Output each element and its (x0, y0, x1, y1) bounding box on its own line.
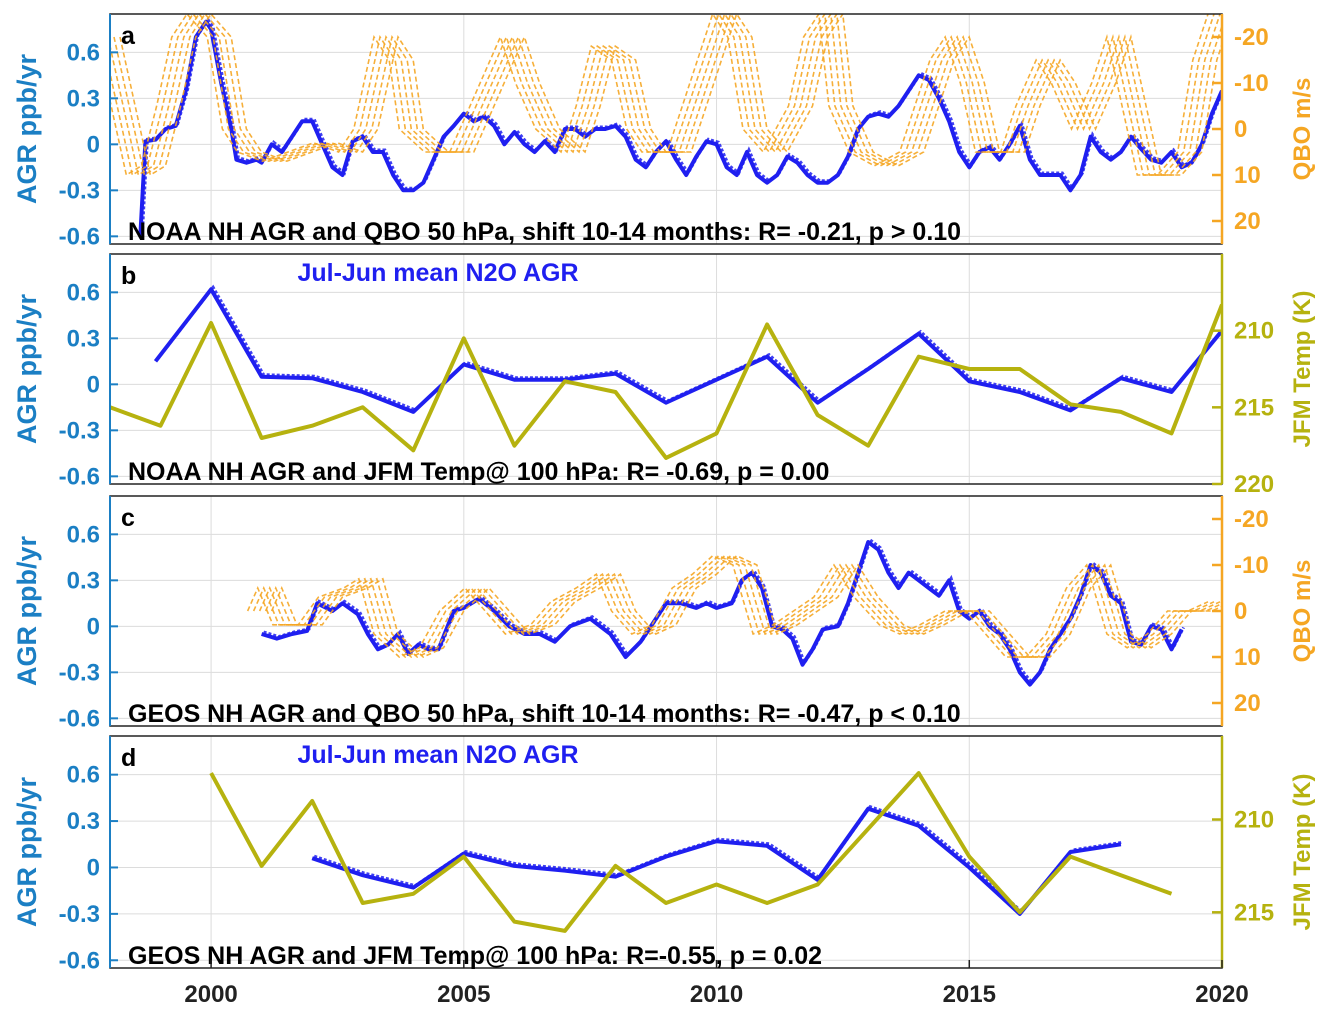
panel-label: a (121, 22, 136, 50)
left-tick-label: 0.3 (67, 567, 100, 594)
left-tick-label: -0.6 (59, 705, 100, 732)
y2-axis-label: QBO m/s (1289, 560, 1316, 663)
temp-line (110, 303, 1222, 460)
left-tick-label: 0.6 (67, 762, 100, 789)
plot-area-b (110, 284, 1222, 460)
plot-area-d (209, 771, 1173, 933)
right-tick-label: 0 (1234, 598, 1247, 625)
agr-line (153, 287, 1222, 414)
left-tick-label: 0.6 (67, 279, 100, 306)
left-tick-label: 0.3 (67, 325, 100, 352)
y-axis-label: AGR ppb/yr (12, 536, 42, 686)
left-tick-label: 0.6 (67, 39, 100, 66)
left-tick-label: -0.6 (59, 463, 100, 490)
qbo-line-5 (119, 14, 1222, 177)
x-tick-label: 2015 (943, 981, 996, 1008)
right-tick-label: 10 (1234, 644, 1261, 671)
panel-frame (109, 735, 1223, 969)
right-tick-label: 210 (1234, 318, 1274, 345)
right-tick-label: 20 (1234, 208, 1261, 235)
panel-caption: NOAA NH AGR and QBO 50 hPa, shift 10-14 … (128, 218, 961, 246)
agr-line (311, 806, 1122, 916)
agr-line-dotted (156, 284, 1222, 412)
panel-caption: GEOS NH AGR and JFM Temp@ 100 hPa: R=-0.… (128, 942, 822, 970)
panel-subtitle: Jul-Jun mean N2O AGR (297, 741, 578, 769)
panel-caption: NOAA NH AGR and JFM Temp@ 100 hPa: R= -0… (128, 458, 829, 486)
qbo-line-1 (110, 14, 1209, 177)
right-tick-label: 215 (1234, 899, 1274, 926)
panel-subtitle: Jul-Jun mean N2O AGR (297, 259, 578, 287)
left-tick-label: -0.6 (59, 223, 100, 250)
qbo-line-4 (113, 14, 1222, 177)
right-tick-label: -10 (1234, 70, 1269, 97)
x-tick-label: 2010 (690, 981, 743, 1008)
qbo-line-4 (264, 554, 1222, 658)
qbo-line-5 (270, 554, 1222, 658)
left-tick-label: -0.3 (59, 177, 100, 204)
qbo-line-3 (258, 554, 1221, 658)
y2-axis-label: QBO m/s (1289, 78, 1316, 181)
panel-frame (109, 495, 1223, 727)
right-tick-label: 20 (1234, 690, 1261, 717)
left-tick-label: 0 (87, 371, 100, 398)
right-tick-label: -20 (1234, 24, 1269, 51)
x-tick-label: 2020 (1195, 981, 1248, 1008)
panel-caption: GEOS NH AGR and QBO 50 hPa, shift 10-14 … (128, 700, 961, 728)
panel-label: b (121, 262, 136, 290)
left-tick-label: -0.3 (59, 659, 100, 686)
panels: 0.6 0.3 0 -0.3 -0.6 -20 -10 0 10 20 AGR ppb/yr QBO … (12, 13, 1316, 974)
right-tick-label: -20 (1234, 506, 1269, 533)
panel-b: 0.6 0.3 0 -0.3 -0.6 210 215 220 AGR ppb/yr JFM Te… (12, 253, 1316, 498)
panel-label: c (121, 504, 135, 532)
panel-frame (109, 13, 1223, 245)
panel-d: 0.6 0.3 0 -0.3 -0.6 210 215 AGR ppb/yr JFM Temp … (12, 735, 1316, 974)
right-tick-label: -10 (1234, 552, 1269, 579)
left-tick-label: -0.6 (59, 947, 100, 974)
temp-line (209, 771, 1173, 933)
panel-a: 0.6 0.3 0 -0.3 -0.6 -20 -10 0 10 20 AGR ppb/yr QBO … (12, 13, 1316, 250)
left-tick-label: 0.6 (67, 521, 100, 548)
panel-c: 0.6 0.3 0 -0.3 -0.6 -20 -10 0 10 20 AGR ppb/yr QBO … (12, 495, 1316, 732)
plot-area-c (246, 537, 1222, 687)
x-tick-label: 2000 (184, 981, 237, 1008)
y-axis-label: AGR ppb/yr (12, 777, 42, 927)
right-tick-label: 10 (1234, 162, 1261, 189)
right-tick-label: 215 (1234, 394, 1274, 421)
right-tick-label: 220 (1234, 471, 1274, 498)
left-tick-label: 0 (87, 613, 100, 640)
panel-frame (109, 253, 1223, 485)
left-tick-label: 0 (87, 131, 100, 158)
left-tick-label: 0.3 (67, 85, 100, 112)
agr-line (138, 19, 1222, 237)
y2-axis-label: JFM Temp (K) (1289, 774, 1316, 931)
left-tick-label: -0.3 (59, 901, 100, 928)
right-tick-label: 210 (1234, 807, 1274, 834)
left-tick-label: 0 (87, 854, 100, 881)
right-tick-label: 0 (1234, 116, 1247, 143)
y2-axis-label: JFM Temp (K) (1289, 291, 1316, 448)
left-tick-label: -0.3 (59, 417, 100, 444)
left-tick-label: 0.3 (67, 808, 100, 835)
panel-label: d (121, 744, 136, 772)
qbo-line-3 (110, 14, 1221, 177)
plot-area-a (110, 14, 1222, 237)
y-axis-label: AGR ppb/yr (12, 294, 42, 444)
y-axis-label: AGR ppb/yr (12, 54, 42, 204)
qbo-line-2 (252, 554, 1215, 658)
x-axis: 2000 2005 2010 2015 2020 (184, 960, 1249, 1008)
x-tick-label: 2005 (437, 981, 490, 1008)
qbo-line-1 (246, 554, 1209, 658)
